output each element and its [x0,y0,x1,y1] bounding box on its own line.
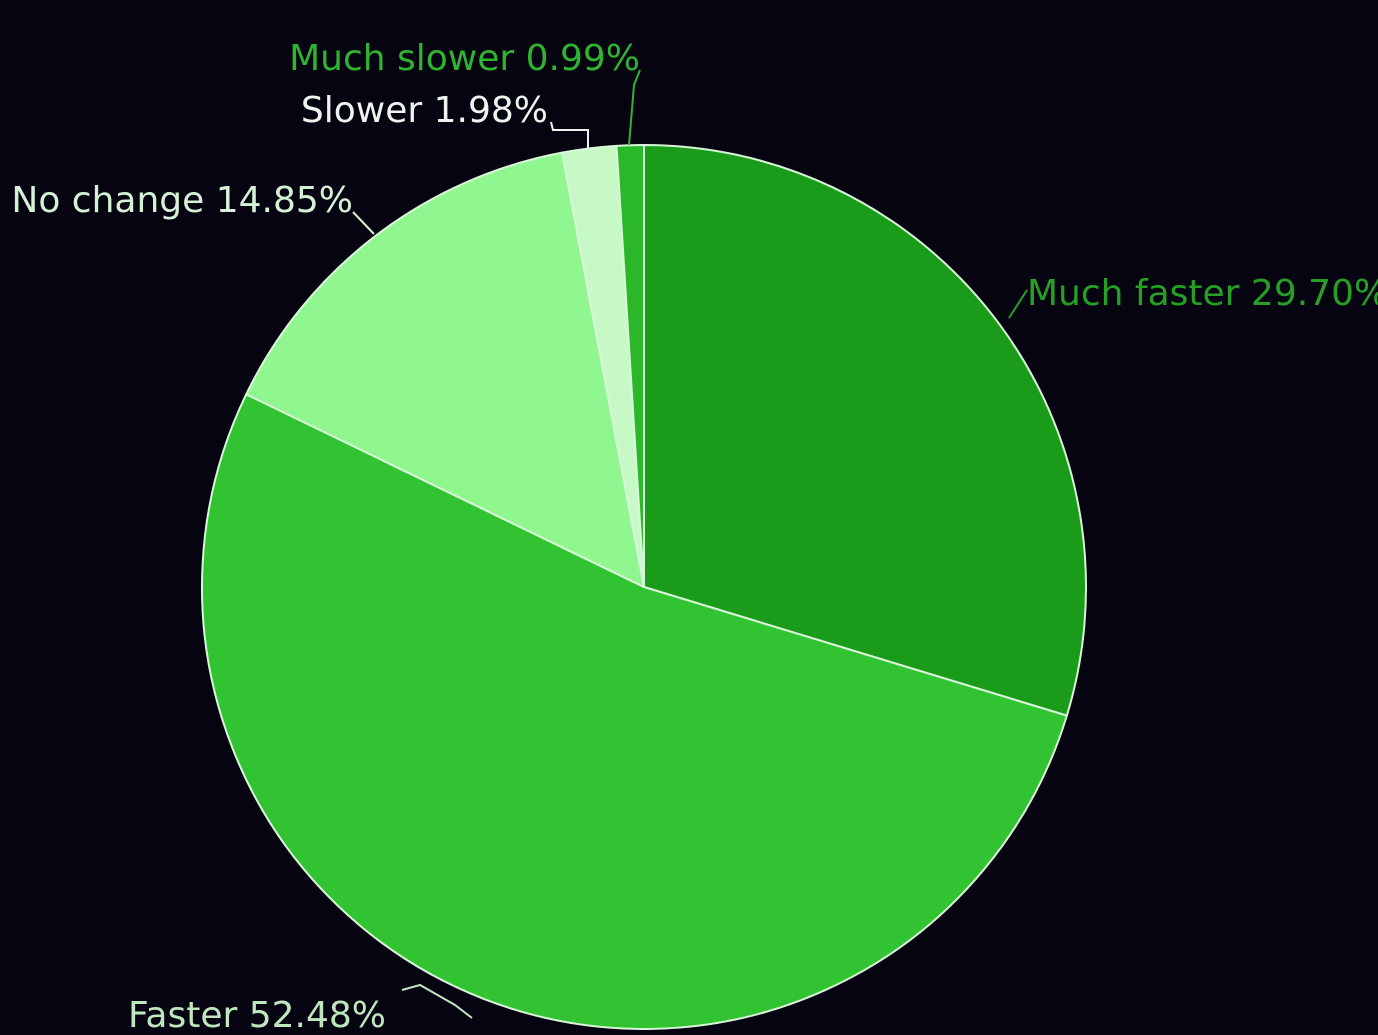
leader-no-change [352,211,375,235]
leader-faster [401,983,473,1019]
leader-much-faster [1008,289,1028,319]
slice-faster[interactable] [201,393,1068,1030]
pie-slices [201,143,1087,1030]
label-no-change: No change 14.85% [11,180,353,221]
leader-slower [550,121,589,148]
slice-much-slower[interactable] [615,143,645,588]
label-slower: Slower 1.98% [301,90,548,131]
label-much-slower: Much slower 0.99% [289,38,640,79]
label-much-faster: Much faster 29.70% [1027,273,1378,314]
label-leader-lines [352,69,1028,1019]
slice-labels: Much faster 29.70% Faster 52.48% No change… [11,38,1378,1035]
label-faster: Faster 52.48% [128,995,386,1030]
slice-much-faster[interactable] [643,144,1087,717]
leader-much-slower [628,69,641,146]
slice-no-change[interactable] [245,151,645,588]
